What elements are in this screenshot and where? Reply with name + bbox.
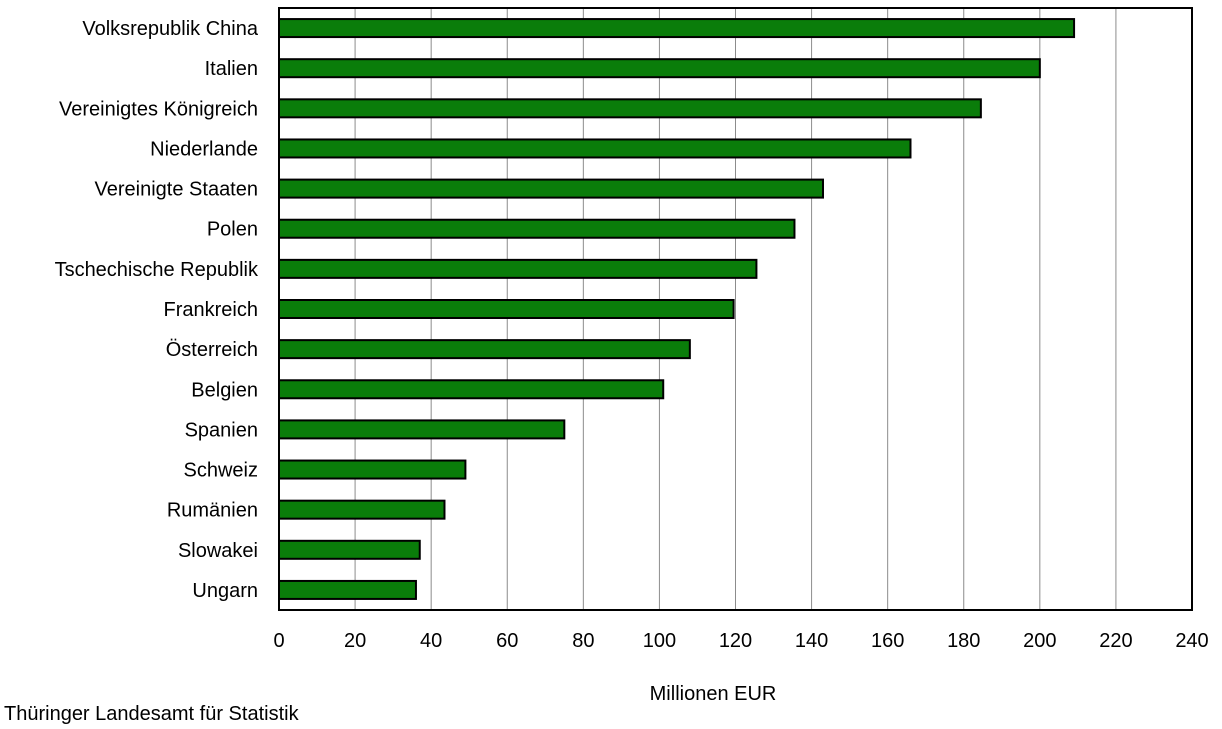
bar xyxy=(278,499,446,520)
category-label: Italien xyxy=(205,58,258,80)
bar xyxy=(278,138,912,159)
bars xyxy=(278,18,1076,600)
x-tick-label: 240 xyxy=(1175,630,1208,652)
x-tick-label: 100 xyxy=(643,630,676,652)
category-label: Spanien xyxy=(185,419,258,441)
x-tick-label: 220 xyxy=(1099,630,1132,652)
bar xyxy=(278,579,417,600)
x-tick-label: 140 xyxy=(795,630,828,652)
category-label: Ungarn xyxy=(192,580,258,602)
x-tick-labels: 0 20 40 60 80 100 120 140 160 180 200 220 240 xyxy=(273,630,1208,652)
x-tick-label: 200 xyxy=(1023,630,1056,652)
x-tick-label: 60 xyxy=(496,630,518,652)
x-tick-label: 20 xyxy=(344,630,366,652)
category-label: Belgien xyxy=(191,379,258,401)
bar xyxy=(278,339,691,360)
x-tick-label: 180 xyxy=(947,630,980,652)
category-label: Schweiz xyxy=(184,460,258,482)
x-tick-label: 40 xyxy=(420,630,442,652)
bar xyxy=(278,299,735,319)
bar xyxy=(278,58,1041,79)
bar xyxy=(278,539,421,560)
category-label: Polen xyxy=(207,219,258,241)
bar xyxy=(278,459,467,480)
plot-frame xyxy=(278,7,1193,611)
category-label: Niederlande xyxy=(150,138,258,160)
x-tick-label: 0 xyxy=(273,630,284,652)
x-tick-label: 120 xyxy=(719,630,752,652)
source-note: Thüringer Landesamt für Statistik xyxy=(4,703,299,725)
x-tick-label: 80 xyxy=(572,630,594,652)
bar xyxy=(278,178,824,199)
category-label: Slowakei xyxy=(178,540,258,562)
bar xyxy=(278,18,1076,39)
category-labels: Volksrepublik China Italien Vereinigtes Kö… xyxy=(55,18,259,602)
bar xyxy=(278,258,758,279)
x-axis-title: Millionen EUR xyxy=(650,683,777,705)
category-label: Tschechische Republik xyxy=(55,259,259,281)
bar xyxy=(278,218,796,239)
category-label: Volksrepublik China xyxy=(82,18,259,40)
bar xyxy=(278,419,566,440)
bar xyxy=(278,98,982,119)
bar xyxy=(278,379,665,400)
x-tick-label: 160 xyxy=(871,630,904,652)
category-label: Vereinigte Staaten xyxy=(95,179,258,201)
category-label: Österreich xyxy=(166,339,258,361)
category-label: Frankreich xyxy=(164,299,258,321)
category-label: Vereinigtes Königreich xyxy=(59,98,258,120)
category-label: Rumänien xyxy=(167,500,258,522)
